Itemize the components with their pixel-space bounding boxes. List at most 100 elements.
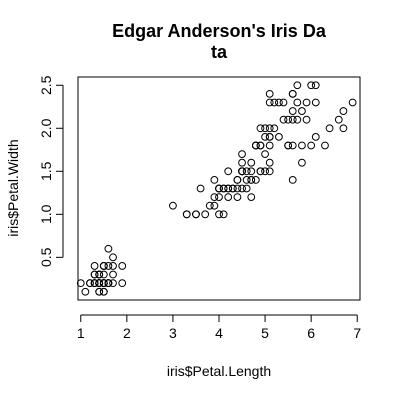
data-point: [256, 167, 265, 176]
data-point: [205, 201, 214, 210]
data-point: [210, 193, 219, 202]
data-point: [275, 98, 283, 107]
data-point: [251, 141, 260, 150]
data-point: [224, 193, 233, 202]
data-point: [293, 98, 302, 107]
y-tick-label: 1.5: [38, 161, 54, 181]
data-point: [265, 158, 274, 167]
data-point: [284, 141, 293, 150]
data-point: [334, 115, 343, 124]
data-point: [298, 158, 306, 167]
data-point: [81, 287, 90, 296]
data-point: [251, 176, 260, 184]
data-point: [242, 167, 251, 176]
data-point: [215, 210, 223, 219]
data-point: [307, 141, 316, 150]
data-point: [109, 262, 117, 270]
data-point: [233, 176, 242, 184]
data-point: [104, 262, 113, 270]
y-tick-label: 2.0: [38, 118, 54, 138]
data-point: [238, 167, 246, 176]
data-point: [288, 141, 297, 150]
data-point: [201, 210, 210, 219]
data-point: [242, 184, 251, 193]
data-point: [325, 124, 334, 133]
data-point: [288, 107, 297, 115]
data-point: [302, 98, 311, 107]
data-point: [99, 262, 108, 270]
data-point: [238, 184, 246, 193]
x-tick-label: 7: [353, 325, 361, 341]
data-point: [109, 270, 117, 279]
data-point: [311, 81, 320, 90]
data-point: [109, 253, 117, 262]
data-point: [261, 167, 269, 176]
data-point: [293, 81, 302, 90]
x-tick-label: 5: [261, 325, 269, 341]
data-point: [261, 150, 269, 158]
y-tick-label: 0.5: [38, 247, 54, 267]
data-point: [192, 210, 200, 219]
data-point: [275, 132, 283, 141]
data-point: [311, 98, 320, 107]
data-point: [95, 279, 104, 288]
data-point: [118, 262, 127, 270]
data-point: [339, 107, 348, 115]
data-point: [270, 124, 279, 133]
data-point: [302, 115, 311, 124]
data-point: [247, 158, 256, 167]
data-point: [182, 210, 191, 219]
data-point: [284, 115, 293, 124]
y-axis-label: iris$Petal.Width: [5, 139, 21, 236]
y-tick-label: 1.0: [38, 204, 54, 224]
data-point: [210, 201, 219, 210]
data-point: [321, 141, 329, 150]
data-point: [90, 279, 99, 288]
plot-frame: [77, 76, 361, 301]
data-point: [247, 193, 256, 202]
data-point: [104, 279, 113, 288]
data-point: [265, 89, 274, 98]
data-point: [90, 262, 99, 270]
data-point: [256, 141, 265, 150]
data-point: [265, 132, 274, 141]
data-point: [288, 115, 297, 124]
data-point: [219, 184, 228, 193]
data-point: [219, 210, 228, 219]
data-point: [307, 81, 316, 90]
data-point: [298, 107, 306, 115]
data-point: [224, 167, 233, 176]
x-tick-label: 3: [169, 325, 177, 341]
x-tick-label: 2: [123, 325, 131, 341]
data-point: [99, 270, 108, 279]
data-point: [215, 193, 223, 202]
data-point: [169, 201, 177, 210]
data-point: [233, 193, 242, 202]
data-point: [247, 167, 256, 176]
data-point: [99, 287, 108, 296]
x-tick-label: 6: [307, 325, 315, 341]
data-point: [210, 176, 219, 184]
data-point: [339, 124, 348, 133]
data-point: [288, 176, 297, 184]
data-point: [265, 167, 274, 176]
data-point: [265, 124, 274, 133]
data-point: [196, 184, 205, 193]
y-axis: 0.5 1.0 1.5 2.0 2.5: [38, 75, 64, 267]
data-point: [247, 176, 256, 184]
x-axis-label: iris$Petal.Length: [167, 363, 271, 379]
data-point: [348, 98, 357, 107]
data-point: [238, 150, 246, 158]
data-point: [118, 279, 127, 288]
data-point: [104, 244, 113, 253]
x-axis: 1 2 3 4 5 6 7: [77, 314, 361, 341]
data-point: [242, 176, 251, 184]
data-point: [233, 184, 242, 193]
data-point: [279, 98, 288, 107]
data-point: [224, 184, 233, 193]
y-tick-label: 2.5: [38, 75, 54, 95]
data-point: [86, 279, 94, 288]
data-point: [270, 98, 279, 107]
data-point: [215, 184, 223, 193]
